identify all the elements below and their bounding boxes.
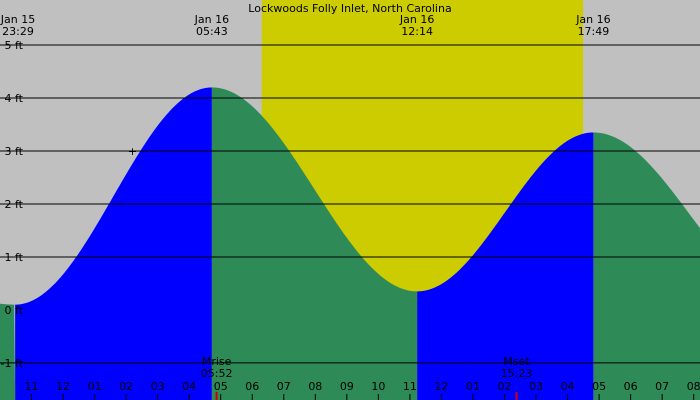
x-tick-label: 10 [371,380,385,393]
y-tick-label: 2 ft [5,198,24,211]
x-tick-label: 03 [151,380,165,393]
y-tick-label: 5 ft [5,39,24,52]
y-tick-label: 1 ft [5,251,24,264]
moon-event-time: 15:23 [501,367,533,380]
extreme-time-label: 05:43 [196,25,228,38]
y-tick-label: -1 ft [1,357,24,370]
x-tick-label: 06 [245,380,259,393]
x-tick-label: 01 [88,380,102,393]
x-tick-label: 07 [655,380,669,393]
tide-area-falling-0 [0,303,16,400]
x-tick-label: 04 [561,380,575,393]
x-tick-label: 11 [25,380,39,393]
x-tick-label: 08 [687,380,700,393]
tide-area-layer [0,87,700,400]
tide-area-falling-2 [211,87,418,400]
y-tick-label: 3 ft [5,145,24,158]
x-tick-label: 09 [340,380,354,393]
x-axis-labels: 11 12 01 02 03 04 05 06 07 08 09 10 11 12 01 02 03 04 05 06… [25,380,700,400]
x-tick-label: 02 [119,380,133,393]
x-tick-label: 07 [277,380,291,393]
extreme-time-label: 17:49 [578,25,610,38]
y-tick-label: 0 ft [5,304,24,317]
x-tick-label: 11 [403,380,417,393]
x-tick-label: 01 [466,380,480,393]
x-tick-label: 12 [434,380,448,393]
x-tick-label: 05 [214,380,228,393]
x-tick-label: 08 [308,380,322,393]
gridline-layer [0,44,700,364]
extreme-time-label: 23:29 [2,25,34,38]
x-tick-label: 06 [624,380,638,393]
moon-event-label: Mset [503,355,530,368]
annotation-mark: + [128,145,137,158]
extreme-date-label: Jan 16 [194,13,229,26]
extreme-date-label: Jan 15 [0,13,35,26]
moon-event-time: 05:52 [201,367,233,380]
x-tick-label: 12 [56,380,70,393]
chart-title: Lockwoods Folly Inlet, North Carolina [248,2,451,15]
x-tick-label: 02 [498,380,512,393]
moon-event-label: Mrise [202,355,232,368]
tide-area-rising-1 [15,87,212,400]
y-tick-label: 4 ft [5,92,24,105]
x-tick-label: 05 [592,380,606,393]
x-tick-label: 04 [182,380,196,393]
annotations: + [128,145,137,158]
tide-area-falling-4 [593,132,700,400]
extreme-date-label: Jan 16 [399,13,434,26]
tide-area-rising-3 [417,132,594,400]
extreme-date-label: Jan 16 [575,13,610,26]
y-axis-labels: -1 ft 0 ft 1 ft 2 ft 3 ft 4 ft 5 ft [1,39,24,370]
x-tick-label: 03 [529,380,543,393]
extreme-time-label: 12:14 [401,25,433,38]
